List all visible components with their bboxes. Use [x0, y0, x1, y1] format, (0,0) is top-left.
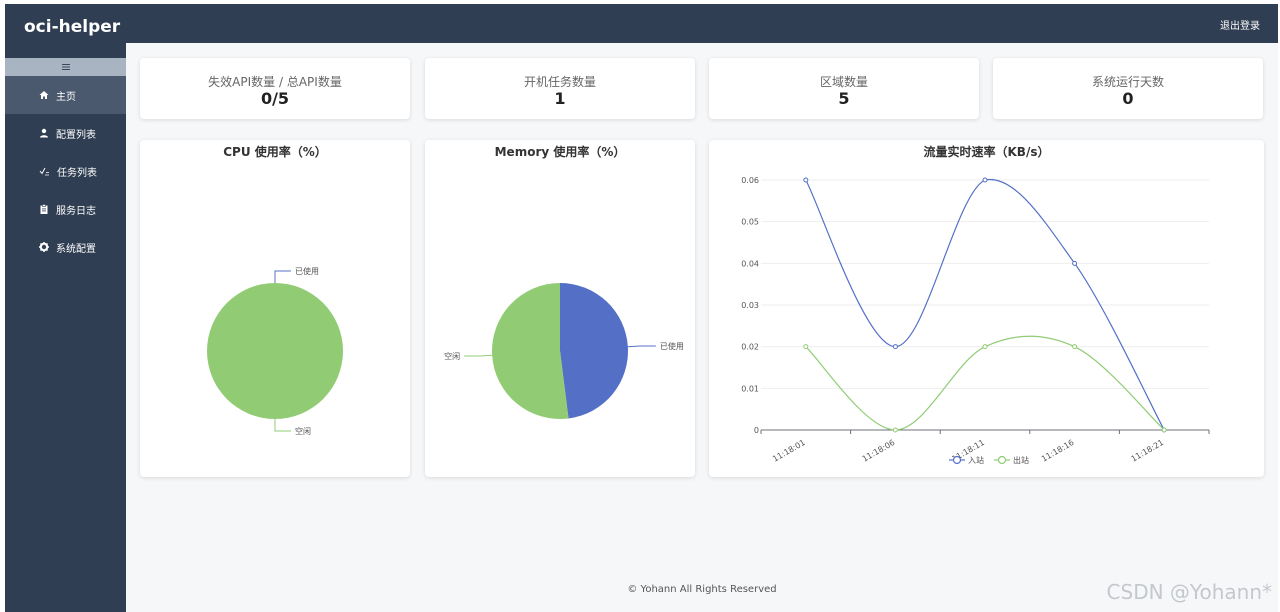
user-icon — [40, 128, 48, 138]
series-line — [805, 335, 1165, 431]
stat-card-boot-tasks: 开机任务数量 1 — [425, 58, 695, 119]
series-line — [805, 178, 1165, 431]
gear-icon — [39, 242, 49, 252]
sidebar-toggle-button[interactable] — [5, 58, 126, 76]
clipboard-icon — [40, 204, 48, 214]
pie-label: 空闲 — [444, 351, 460, 361]
stat-value: 0 — [1122, 89, 1134, 108]
pie-slice — [492, 283, 569, 419]
data-point — [892, 427, 898, 433]
y-tick-label: 0.04 — [741, 259, 759, 268]
x-tick-label: 11:18:06 — [861, 438, 897, 464]
stat-label: 开机任务数量 — [523, 75, 596, 89]
traffic-chart-card: 流量实时速率（KB/s） 0 0.01 0.02 0.03 0.04 0.05 0.06 11… — [709, 140, 1264, 477]
chart-title: CPU 使用率（%） — [223, 145, 327, 159]
y-tick-label: 0 — [754, 426, 759, 435]
watermark: CSDN @Yohann* — [1106, 580, 1272, 604]
pie-label-line — [627, 345, 656, 348]
legend-marker — [952, 455, 962, 465]
sidebar-item-service-log[interactable]: 服务日志 — [5, 190, 126, 228]
cpu-chart-card: CPU 使用率（%） 已使用空闲 — [140, 140, 410, 477]
tasks-icon — [39, 167, 49, 176]
data-point — [982, 344, 988, 350]
footer-copyright: © Yohann All Rights Reserved — [627, 584, 777, 595]
memory-chart-card: Memory 使用率（%） 已使用空闲 — [425, 140, 695, 477]
pie-label: 已使用 — [660, 341, 684, 351]
y-tick-label: 0.01 — [741, 384, 759, 393]
data-point — [982, 177, 988, 183]
chart-title: Memory 使用率（%） — [494, 145, 626, 159]
sidebar-item-config-list[interactable]: 配置列表 — [5, 114, 126, 152]
sidebar: 主页 配置列表 任务列表 服务日志 系统配置 — [5, 43, 126, 612]
stat-value: 0/5 — [260, 89, 290, 108]
chart-title: 流量实时速率（KB/s） — [923, 145, 1050, 159]
sidebar-item-label: 系统配置 — [56, 243, 96, 255]
brand-logo: oci-helper — [24, 17, 121, 37]
stat-label: 区域数量 — [819, 75, 868, 89]
data-point — [1072, 260, 1078, 266]
stat-label: 系统运行天数 — [1091, 75, 1164, 89]
y-tick-label: 0.03 — [741, 301, 759, 310]
stat-card-uptime-days: 系统运行天数 0 — [993, 58, 1263, 119]
data-point — [803, 344, 809, 350]
sidebar-item-label: 任务列表 — [57, 167, 97, 179]
x-tick-label: 11:18:21 — [1130, 438, 1166, 464]
stat-value: 1 — [554, 89, 566, 108]
sidebar-item-system-config[interactable]: 系统配置 — [5, 228, 126, 266]
pie-label-line — [464, 354, 493, 357]
pie-label: 空闲 — [295, 426, 311, 436]
data-point — [892, 344, 898, 350]
y-tick-label: 0.02 — [741, 343, 759, 352]
sidebar-item-label: 服务日志 — [56, 205, 96, 217]
main-content: 失效API数量 / 总API数量 0/5 开机任务数量 1 区域数量 5 系统运… — [126, 43, 1278, 612]
logout-link[interactable]: 退出登录 — [1220, 21, 1260, 32]
pie-slice — [560, 283, 629, 419]
stat-value: 5 — [838, 89, 850, 108]
menu-icon — [61, 64, 70, 70]
sidebar-item-label: 主页 — [56, 91, 76, 103]
data-point — [1072, 344, 1078, 350]
y-tick-label: 0.06 — [741, 176, 759, 185]
sidebar-item-home[interactable]: 主页 — [5, 76, 126, 114]
top-bar: oci-helper 退出登录 — [5, 4, 1278, 43]
pie-label-line — [274, 270, 291, 283]
traffic-line-chart: 0 0.01 0.02 0.03 0.04 0.05 0.06 11:18:01 11:18:0… — [741, 176, 1210, 465]
y-tick-label: 0.05 — [741, 218, 759, 227]
x-tick-label: 11:18:01 — [771, 438, 807, 464]
legend-label: 入站 — [968, 455, 984, 465]
home-icon — [39, 91, 49, 99]
data-point — [803, 177, 809, 183]
pie-slice — [207, 283, 343, 419]
x-tick-label: 11:18:16 — [1040, 438, 1076, 464]
sidebar-item-task-list[interactable]: 任务列表 — [5, 152, 126, 190]
legend-label: 出站 — [1013, 455, 1029, 465]
pie-label-line — [274, 419, 291, 432]
pie-label: 已使用 — [295, 266, 319, 276]
stat-card-api: 失效API数量 / 总API数量 0/5 — [140, 58, 410, 119]
legend-marker — [997, 455, 1007, 465]
stat-label: 失效API数量 / 总API数量 — [208, 75, 342, 89]
data-point — [1161, 427, 1167, 433]
stat-card-regions: 区域数量 5 — [709, 58, 979, 119]
sidebar-item-label: 配置列表 — [56, 129, 96, 141]
